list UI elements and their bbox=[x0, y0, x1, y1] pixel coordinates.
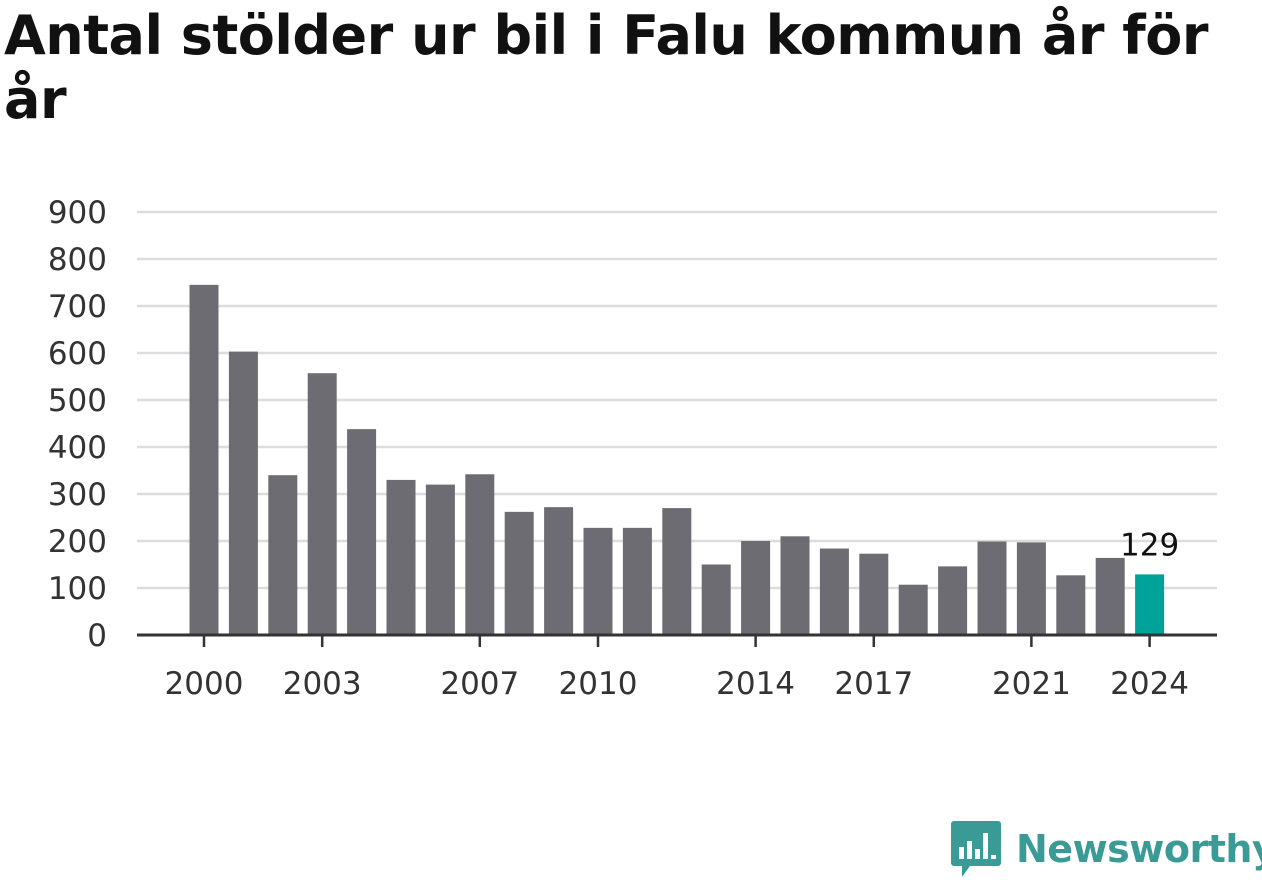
y-tick-label: 500 bbox=[48, 383, 107, 419]
bar bbox=[504, 511, 534, 635]
bar bbox=[1016, 542, 1046, 635]
bar bbox=[938, 566, 968, 635]
bar bbox=[977, 541, 1007, 635]
x-tick-label: 2024 bbox=[1110, 666, 1189, 702]
bar bbox=[622, 527, 652, 635]
x-tick-label: 2010 bbox=[559, 666, 638, 702]
highlight-value-label: 129 bbox=[1120, 527, 1179, 563]
y-tick-label: 100 bbox=[48, 571, 107, 607]
bar bbox=[741, 541, 771, 635]
x-tick-label: 2000 bbox=[165, 666, 244, 702]
bar bbox=[465, 474, 495, 635]
bar bbox=[662, 508, 692, 635]
bar bbox=[228, 351, 258, 635]
bar bbox=[859, 553, 889, 635]
bar bbox=[701, 564, 731, 635]
bars bbox=[189, 284, 1165, 635]
bar bbox=[819, 548, 849, 635]
bar bbox=[898, 584, 928, 635]
bar bbox=[347, 429, 377, 635]
y-tick-label: 800 bbox=[48, 242, 107, 278]
x-tick-label: 2021 bbox=[992, 666, 1071, 702]
newsworthy-chart-bubble-icon bbox=[951, 821, 1001, 877]
data-labels: 129 bbox=[1120, 527, 1179, 563]
chart-title: Antal stölder ur bil i Falu kommun år fö… bbox=[4, 4, 1209, 131]
x-tick-label: 2014 bbox=[716, 666, 795, 702]
bar bbox=[425, 484, 455, 635]
y-tick-label: 700 bbox=[48, 289, 107, 325]
bar bbox=[307, 373, 337, 635]
y-tick-label: 600 bbox=[48, 336, 107, 372]
bar bbox=[1056, 575, 1086, 635]
x-tick-label: 2003 bbox=[283, 666, 362, 702]
y-tick-label: 200 bbox=[48, 524, 107, 560]
x-tick-label: 2007 bbox=[440, 666, 519, 702]
bar bbox=[386, 479, 416, 635]
bar bbox=[1095, 557, 1125, 635]
y-tick-label: 900 bbox=[48, 195, 107, 231]
brand-name: Newsworthy bbox=[1016, 827, 1262, 871]
bar-highlight bbox=[1135, 574, 1165, 635]
y-tick-label: 300 bbox=[48, 477, 107, 513]
bar bbox=[268, 475, 298, 635]
bar bbox=[189, 284, 219, 635]
bar bbox=[544, 507, 574, 635]
y-tick-label: 400 bbox=[48, 430, 107, 466]
x-axis-ticks: 2000 2003 2007 2010 2014 2017 2021 2024 bbox=[165, 635, 1189, 702]
y-axis-tick-labels: 0 100 200 300 400 500 600 700 800 900 bbox=[48, 195, 107, 654]
bar bbox=[583, 527, 613, 635]
brand-logo: Newsworthy bbox=[950, 818, 1262, 880]
bar bbox=[780, 536, 810, 635]
y-tick-label: 0 bbox=[87, 618, 107, 654]
x-tick-label: 2017 bbox=[834, 666, 913, 702]
